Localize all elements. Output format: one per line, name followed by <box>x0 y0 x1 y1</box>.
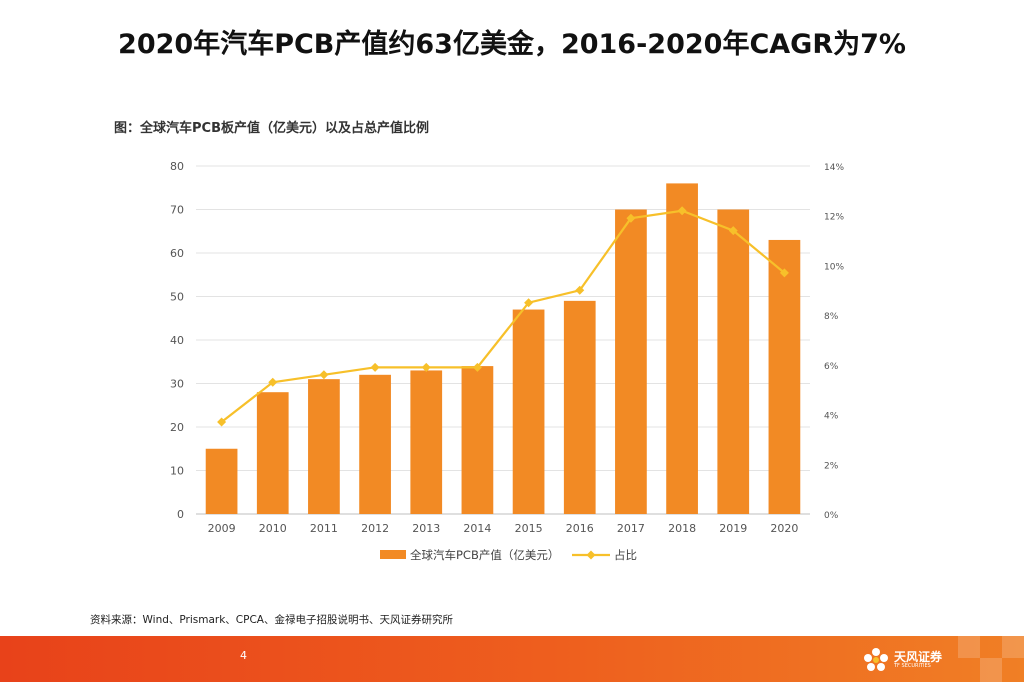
x-tick-label: 2018 <box>668 522 696 535</box>
bar <box>717 209 750 514</box>
brand-logo: 天风证券 TF SECURITIES <box>862 645 942 675</box>
y-left-tick-label: 20 <box>170 421 184 434</box>
line-point <box>677 206 687 216</box>
line-point <box>217 417 227 427</box>
line-point <box>524 298 534 308</box>
bar <box>512 309 545 514</box>
bar <box>563 300 596 514</box>
y-right-tick-label: 0% <box>824 511 839 521</box>
x-tick-label: 2009 <box>208 522 236 535</box>
source-note: 资料来源：Wind、Prismark、CPCA、金禄电子招股说明书、天风证券研究… <box>90 614 453 626</box>
y-right-tick-label: 12% <box>824 213 844 223</box>
x-tick-label: 2020 <box>770 522 798 535</box>
bar <box>615 209 647 514</box>
line-point <box>421 362 431 372</box>
flower-logo-icon <box>864 648 888 671</box>
footer-bar <box>0 636 1024 682</box>
page-title: 2020年汽车PCB产值约63亿美金，2016-2020年CAGR为7% <box>118 29 906 60</box>
line-point <box>319 370 329 380</box>
legend-swatch-bar <box>380 550 406 559</box>
y-right-tick-label: 10% <box>824 262 844 272</box>
x-tick-label: 2015 <box>515 522 543 535</box>
bar <box>768 239 801 514</box>
bar <box>205 448 238 514</box>
y-left-tick-label: 0 <box>177 508 184 521</box>
x-tick-label: 2010 <box>259 522 287 535</box>
bar <box>256 392 289 514</box>
y-right-tick-label: 4% <box>824 412 839 422</box>
y-left-tick-label: 60 <box>170 247 184 260</box>
x-tick-label: 2012 <box>361 522 389 535</box>
legend-marker <box>586 550 596 560</box>
line-point <box>268 377 278 387</box>
combo-chart: 0 10 20 30 40 50 60 70 80 0% 2% 4% 6% 8% 10% 12% 14% 2009… <box>170 160 844 562</box>
bar <box>410 370 443 514</box>
page-number: 4 <box>240 649 247 662</box>
legend-label-line: 占比 <box>614 548 637 562</box>
line-point <box>472 362 482 372</box>
series-line <box>220 209 786 423</box>
bar <box>461 366 494 514</box>
y-left-tick-label: 10 <box>170 465 184 478</box>
x-tick-label: 2016 <box>566 522 594 535</box>
y-right-tick-label: 2% <box>824 461 839 471</box>
y-right-tick-label: 8% <box>824 312 839 322</box>
logo-text: 天风证券 <box>894 650 943 664</box>
bar <box>359 374 391 514</box>
x-tick-label: 2019 <box>719 522 747 535</box>
y-left-tick-label: 70 <box>170 204 184 217</box>
line-point <box>779 268 789 278</box>
x-tick-label: 2011 <box>310 522 338 535</box>
x-tick-label: 2014 <box>463 522 491 535</box>
line-point <box>370 362 380 372</box>
bar <box>308 379 340 514</box>
logo-subtext: TF SECURITIES <box>894 663 931 669</box>
y-right-tick-label: 14% <box>824 163 844 173</box>
bar <box>666 183 698 514</box>
chart-subtitle: 图：全球汽车PCB板产值（亿美元）以及占总产值比例 <box>114 121 429 136</box>
line-point <box>728 226 738 236</box>
line-point <box>626 213 636 223</box>
line-point <box>575 285 585 295</box>
y-left-tick-label: 80 <box>170 160 184 173</box>
y-left-tick-label: 30 <box>170 378 184 391</box>
y-left-tick-label: 50 <box>170 291 184 304</box>
x-tick-label: 2013 <box>412 522 440 535</box>
y-right-tick-label: 6% <box>824 362 839 372</box>
legend-label-bar: 全球汽车PCB产值（亿美元） <box>410 548 559 562</box>
y-left-tick-label: 40 <box>170 334 184 347</box>
x-tick-label: 2017 <box>617 522 645 535</box>
